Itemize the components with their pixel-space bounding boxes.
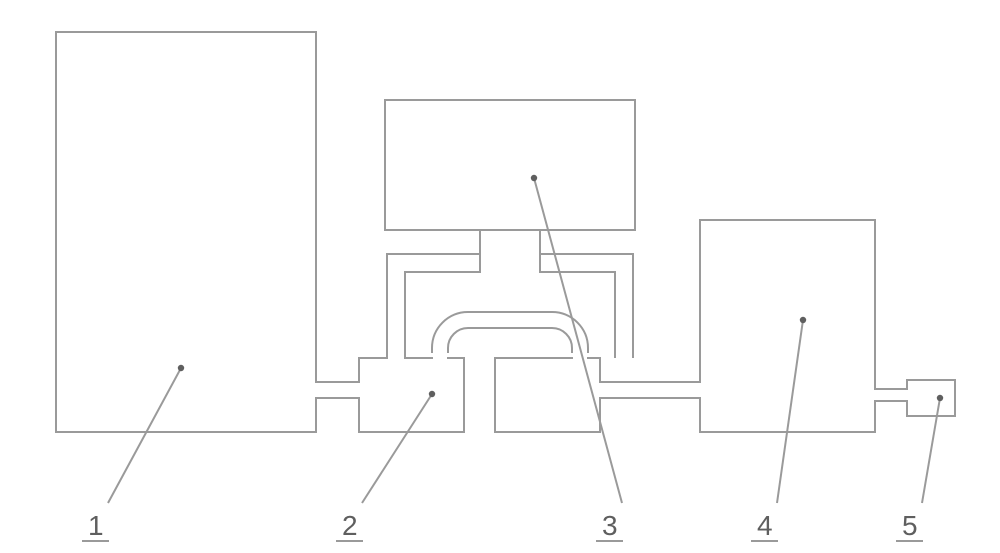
block-2-right [495, 358, 600, 432]
block-3-top [385, 100, 635, 230]
leader-dot-l3 [531, 175, 537, 181]
leader-dot-l5 [937, 395, 943, 401]
block-4 [700, 220, 875, 432]
block-5 [907, 380, 955, 416]
label-l1: 1 [88, 510, 104, 541]
block-3-neck [480, 230, 540, 254]
leader-dot-l2 [429, 391, 435, 397]
label-l3: 3 [602, 510, 618, 541]
block-2-left [359, 358, 464, 432]
leader-dot-l1 [178, 365, 184, 371]
block-1 [56, 32, 316, 432]
label-l4: 4 [757, 510, 773, 541]
label-l5: 5 [902, 510, 918, 541]
leader-dot-l4 [800, 317, 806, 323]
schematic-diagram: 1 2 3 4 5 [0, 0, 1000, 553]
label-l2: 2 [342, 510, 358, 541]
